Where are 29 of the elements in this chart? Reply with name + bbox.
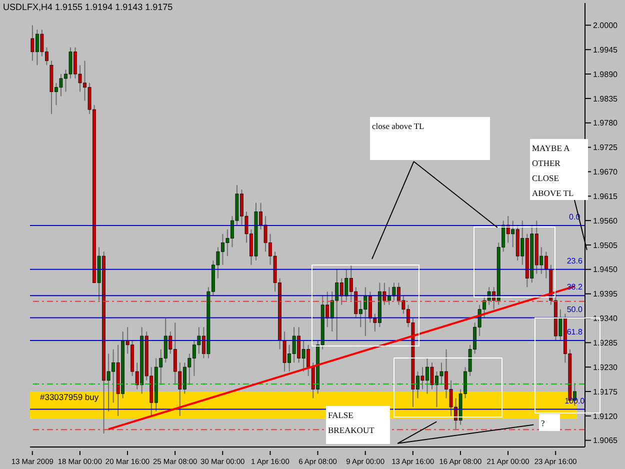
note-box: FALSE BREAKOUT: [326, 406, 390, 444]
annotation: 50.0: [566, 304, 583, 314]
y-tick-label: 1.9560: [593, 216, 618, 226]
y-tick-label: 1.9780: [593, 118, 618, 128]
y-tick-label: 1.9120: [593, 412, 618, 421]
y-tick-label: 1.9175: [593, 387, 618, 396]
chart-title: USDLFX,H4 1.9155 1.9194 1.9143 1.9175: [3, 2, 173, 12]
y-tick-label: 2.0000: [593, 21, 618, 30]
y-tick-label: 1.9945: [593, 45, 618, 54]
note-box: ?: [539, 414, 560, 431]
y-tick-label: 1.9670: [593, 168, 618, 177]
y-tick-label: 1.9450: [593, 265, 618, 274]
y-tick-label: 1.9395: [593, 290, 618, 299]
annotation: 61.8: [566, 327, 583, 336]
y-tick-label: 1.9340: [593, 314, 618, 324]
y-tick-label: 1.9285: [593, 338, 618, 348]
y-tick-label: 1.9230: [593, 362, 618, 372]
y-tick-label: 1.9615: [593, 192, 618, 201]
y-tick-label: 1.9505: [593, 240, 618, 250]
y-tick-label: 1.9890: [593, 70, 618, 79]
ref-line-label: #33037959 buy: [40, 392, 100, 402]
y-tick-label: 1.9065: [593, 436, 618, 446]
y-tick-label: 1.9835: [593, 94, 618, 104]
note-box: close above TL: [370, 117, 490, 160]
annotation: 23.6: [566, 256, 583, 266]
y-tick-label: 1.9725: [593, 143, 618, 152]
note-box: MAYBE A OTHER CLOSE ABOVE TL: [530, 139, 588, 200]
annotation: 38.2: [566, 282, 583, 292]
annotation: 100.0: [564, 396, 586, 406]
